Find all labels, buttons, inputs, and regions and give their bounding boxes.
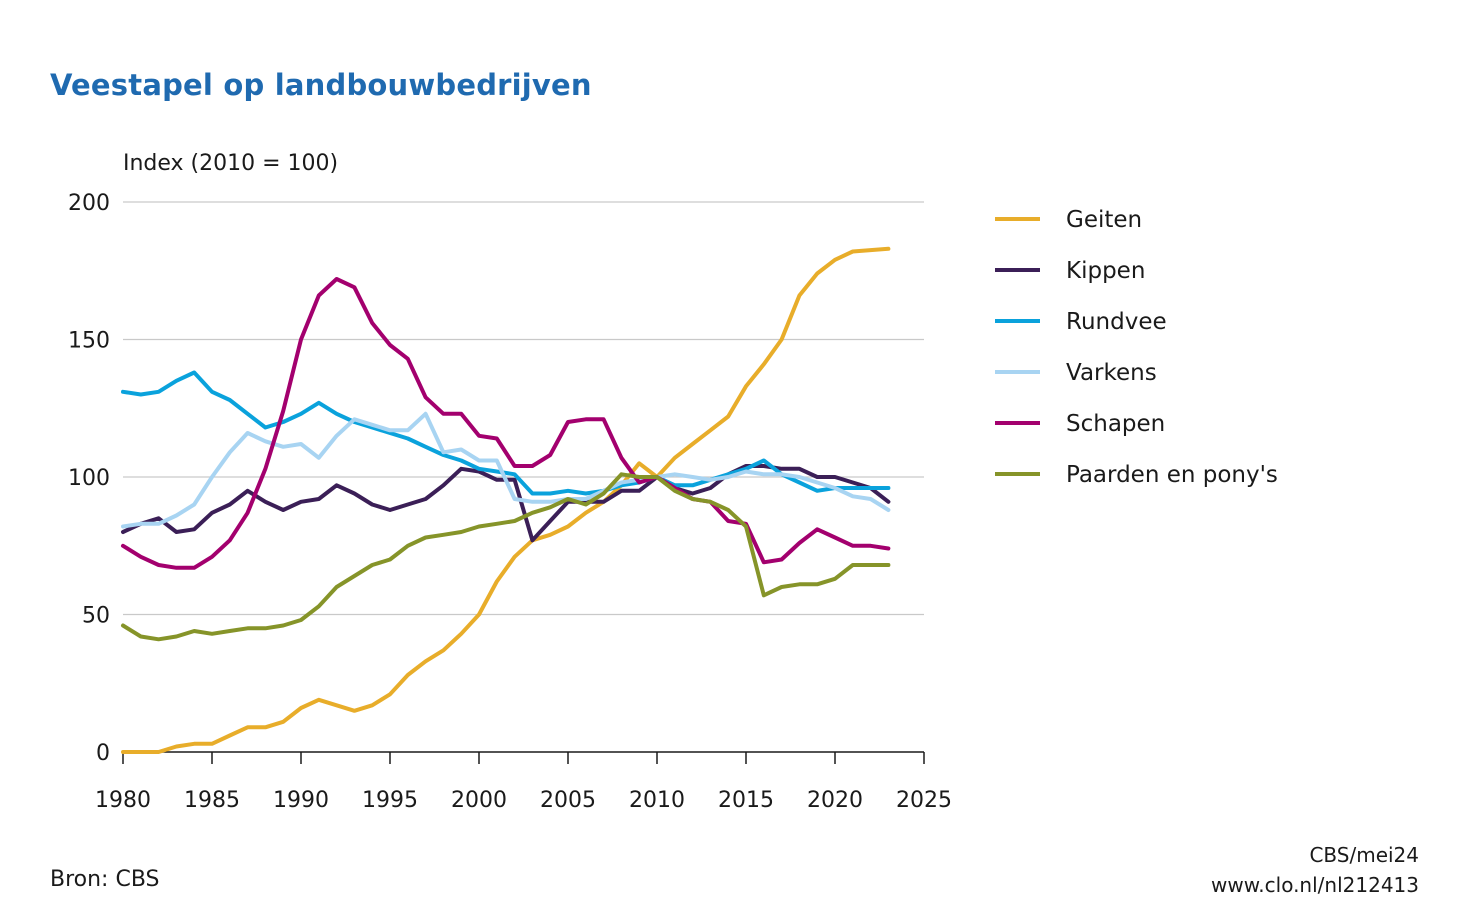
legend-label-rundvee: Rundvee [1066, 309, 1167, 335]
series-line-rundvee [121, 370, 891, 496]
x-tick-2005: 2005 [540, 788, 596, 813]
x-tick-1985: 1985 [184, 788, 240, 813]
x-tick-2025: 2025 [896, 788, 952, 813]
source-note: Bron: CBS [50, 867, 160, 892]
x-tick-2020: 2020 [807, 788, 863, 813]
credit-url: www.clo.nl/nl212413 [1211, 873, 1419, 897]
x-axis: 1980 1985 1990 1995 2000 2005 2010 2015 2020 2025 [95, 751, 952, 813]
legend-label-geiten: Geiten [1066, 207, 1142, 233]
legend-label-kippen: Kippen [1066, 258, 1145, 284]
legend-label-paarden-en-pony-s: Paarden en pony's [1066, 462, 1278, 488]
credit-note: CBS/mei24 www.clo.nl/nl212413 [1211, 840, 1419, 900]
series-line-varkens [121, 411, 891, 529]
y-axis-label: Index (2010 = 100) [123, 151, 339, 176]
y-tick-100: 100 [68, 466, 110, 491]
series-lines [121, 246, 891, 754]
x-tick-1990: 1990 [273, 788, 329, 813]
legend-label-varkens: Varkens [1066, 360, 1157, 386]
x-tick-2015: 2015 [718, 788, 774, 813]
x-tick-2000: 2000 [451, 788, 507, 813]
legend-label-schapen: Schapen [1066, 411, 1165, 437]
y-tick-0: 0 [96, 741, 110, 766]
series-line-paarden-en-pony-s [121, 472, 891, 642]
chart-title: Veestapel op landbouwbedrijven [50, 68, 592, 102]
x-tick-2010: 2010 [629, 788, 685, 813]
y-tick-150: 150 [68, 329, 110, 354]
y-tick-labels: 0 50 100 150 200 [68, 191, 110, 766]
y-tick-50: 50 [82, 604, 110, 629]
credit-date: CBS/mei24 [1309, 843, 1419, 867]
legend: Geiten Kippen Rundvee Varkens Schapen Paarden… [995, 207, 1278, 488]
series-line-geiten [121, 246, 891, 754]
series-line-schapen [121, 277, 891, 570]
x-tick-1995: 1995 [362, 788, 418, 813]
x-tick-1980: 1980 [95, 788, 151, 813]
y-tick-200: 200 [68, 191, 110, 216]
